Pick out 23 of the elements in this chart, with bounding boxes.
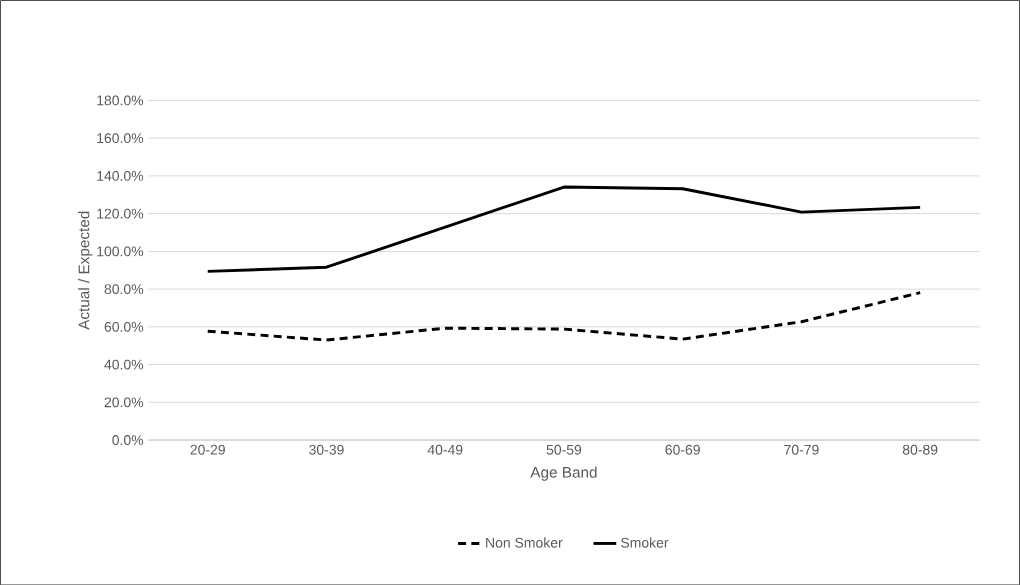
y-tick-label: 140.0%	[97, 170, 144, 181]
y-tick-label: 180.0%	[97, 95, 144, 106]
line-series	[206, 185, 922, 273]
legend-label: Smoker	[621, 537, 669, 548]
y-tick-label: 120.0%	[97, 208, 144, 219]
x-tick-label: 20-29	[190, 444, 225, 455]
y-tick-label: 60.0%	[104, 321, 144, 332]
x-tick-label: 30-39	[309, 444, 344, 455]
y-axis-title: Actual / Expected	[78, 211, 93, 330]
line-series	[206, 291, 922, 342]
y-tick-label: 20.0%	[104, 397, 144, 408]
x-tick-label: 40-49	[427, 444, 463, 455]
y-tick-label: 40.0%	[104, 359, 144, 370]
x-axis-title: Age Band	[530, 466, 597, 481]
x-tick-label: 70-79	[784, 444, 819, 455]
y-tick-label: 100.0%	[97, 246, 144, 257]
x-tick-label: 80-89	[902, 444, 938, 455]
y-tick-label: 0.0%	[112, 434, 144, 445]
x-tick-label: 60-69	[665, 444, 700, 455]
legend-label: Non Smoker	[486, 537, 563, 548]
y-tick-label: 80.0%	[104, 283, 144, 294]
x-tick-label: 50-59	[546, 444, 582, 455]
y-tick-label: 160.0%	[97, 133, 144, 143]
